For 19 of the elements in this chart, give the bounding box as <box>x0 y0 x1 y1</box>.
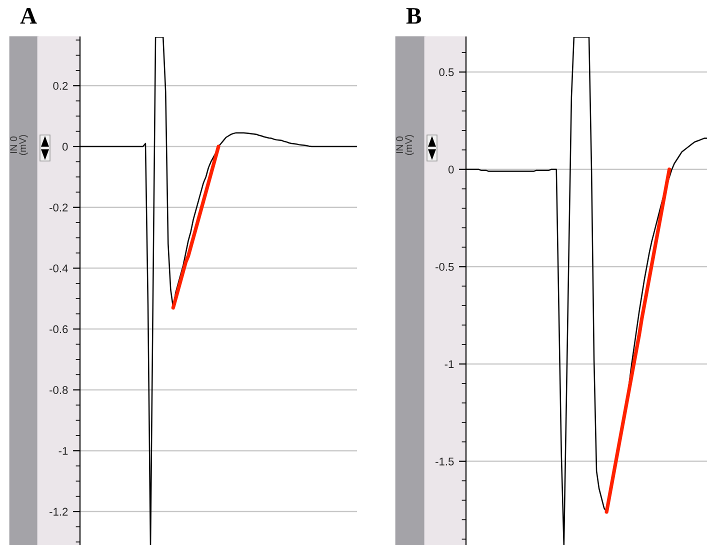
y-tick-label: 0 <box>448 166 454 174</box>
y-axis-title: IN 0 (mV) <box>396 135 414 155</box>
y-tick-label: 0.5 <box>439 68 454 76</box>
chart-title: A <box>20 8 37 24</box>
y-tick-label: -0.8 <box>50 386 68 394</box>
y-tick-label: -1.2 <box>50 508 68 516</box>
y-tick-label: -0.2 <box>50 204 68 212</box>
y-tick-label: 0 <box>62 142 68 151</box>
y-tick-label: -0.5 <box>436 262 454 271</box>
y-tick-label: -0.6 <box>50 325 68 334</box>
y-tick-label: -1 <box>444 360 454 368</box>
y-tick-label: -0.4 <box>50 264 68 272</box>
chart-title: B <box>406 8 422 24</box>
y-tick-label: -1.5 <box>436 458 454 466</box>
line-series <box>171 144 220 310</box>
y-tick-label: 0.2 <box>53 82 68 90</box>
line-series <box>604 168 672 514</box>
y-tick-label: -1 <box>58 447 68 455</box>
y-axis-title: IN 0 (mV) <box>10 135 28 155</box>
